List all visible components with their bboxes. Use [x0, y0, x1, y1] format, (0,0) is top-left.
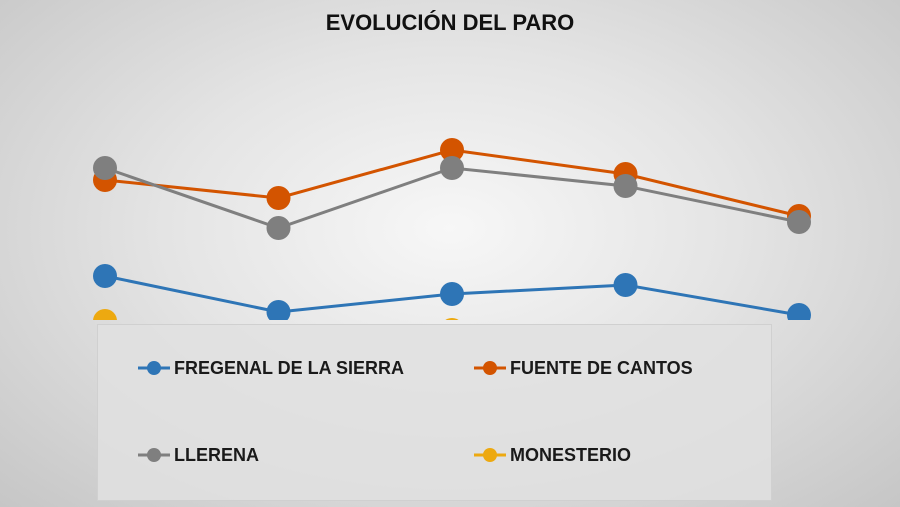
legend-label-fregenal: FREGENAL DE LA SIERRA	[174, 357, 405, 378]
data-point-fregenal-de-la-sierra-2[interactable]	[266, 300, 291, 320]
data-point-llerena-2[interactable]	[266, 216, 291, 240]
legend-label-llerena: LLERENA	[174, 444, 259, 465]
legend-entry-fregenal[interactable]: FREGENAL DE LA SIERRA	[138, 356, 404, 380]
data-point-monesterio-1[interactable]	[93, 309, 117, 320]
legend-marker-monesterio	[474, 448, 506, 462]
legend-marker-fuente-de-cantos	[474, 361, 506, 375]
data-point-llerena-5[interactable]	[787, 210, 811, 234]
data-point-llerena-3[interactable]	[440, 156, 464, 180]
data-point-fregenal-de-la-sierra-5[interactable]	[787, 303, 811, 320]
plot-area	[93, 138, 811, 320]
chart-title: EVOLUCIÓN DEL PARO	[325, 10, 575, 35]
data-point-llerena-4[interactable]	[613, 174, 638, 198]
legend: FREGENAL DE LA SIERRA FUENTE DE CANTOS L…	[97, 324, 772, 501]
data-point-fregenal-de-la-sierra-4[interactable]	[613, 273, 638, 297]
data-point-fregenal-de-la-sierra-1[interactable]	[93, 264, 117, 288]
legend-entry-fuente-de-cantos[interactable]: FUENTE DE CANTOS	[474, 356, 693, 380]
data-point-fuente-de-cantos-3[interactable]	[440, 138, 464, 162]
data-point-monesterio-3[interactable]	[440, 318, 464, 320]
data-point-fuente-de-cantos-2[interactable]	[266, 186, 291, 210]
legend-label-fuente-de-cantos: FUENTE DE CANTOS	[510, 357, 693, 378]
legend-label-monesterio: MONESTERIO	[510, 444, 632, 465]
legend-marker-llerena	[138, 448, 170, 462]
data-point-fregenal-de-la-sierra-3[interactable]	[440, 282, 464, 306]
data-point-llerena-1[interactable]	[93, 156, 117, 180]
legend-entry-llerena[interactable]: LLERENA	[138, 443, 259, 467]
legend-marker-fregenal	[138, 361, 170, 375]
legend-entry-monesterio[interactable]: MONESTERIO	[474, 443, 631, 467]
